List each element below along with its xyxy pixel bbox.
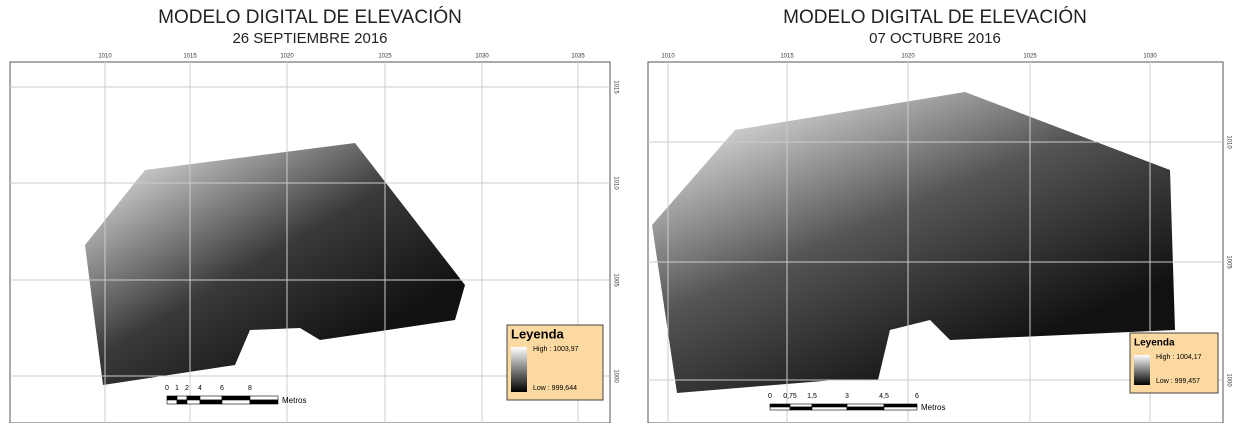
map-subtitle: 26 SEPTIEMBRE 2016 (232, 30, 387, 47)
scale-label: 1 (175, 385, 179, 392)
top-tick-label: 1035 (571, 54, 585, 60)
scale-segment (883, 406, 918, 411)
scale-segment (249, 399, 279, 405)
top-tick-label: 1010 (661, 54, 675, 60)
scale-segment (846, 403, 885, 408)
scale-segment (176, 395, 188, 401)
legend-high: High : 1004,17 (1156, 354, 1202, 361)
dem-raster (85, 143, 465, 385)
scale-segment (166, 399, 178, 405)
scale-segment (176, 399, 188, 405)
top-tick-label: 1015 (183, 54, 197, 60)
scale-label: 1,5 (807, 393, 817, 400)
scale-label: 6 (915, 393, 919, 400)
legend-low: Low : 999,457 (1156, 378, 1200, 385)
legend-ramp (511, 347, 527, 392)
right-tick-label: 1000 (612, 369, 618, 383)
top-tick-label: 1025 (1023, 54, 1037, 60)
scale-label: 8 (248, 385, 252, 392)
right-tick-label: 1010 (1225, 135, 1231, 149)
scale-segment (221, 399, 251, 405)
scale-segment (769, 406, 791, 411)
top-tick-label: 1015 (780, 54, 794, 60)
scale-label: 6 (220, 385, 224, 392)
scale-label: 0 (768, 393, 772, 400)
map-title: MODELO DIGITAL DE ELEVACIÓN (783, 6, 1087, 28)
scale-segment (199, 395, 223, 401)
dem-raster (652, 92, 1175, 393)
scale-segment (883, 403, 918, 408)
right-tick-label: 1005 (1225, 255, 1231, 269)
scale-label: 2 (185, 385, 189, 392)
top-tick-label: 1010 (98, 54, 112, 60)
scale-segment (186, 395, 201, 401)
scale-segment (186, 399, 201, 405)
scale-segment (811, 403, 848, 408)
scale-segment (811, 406, 848, 411)
scale-segment (221, 395, 251, 401)
top-tick-label: 1025 (378, 54, 392, 60)
scale-label: 4 (198, 385, 202, 392)
map-title: MODELO DIGITAL DE ELEVACIÓN (158, 6, 462, 28)
legend-low: Low : 999,644 (533, 385, 577, 392)
right-tick-label: 1005 (612, 273, 618, 287)
top-tick-label: 1020 (901, 54, 915, 60)
scale-segment (249, 395, 279, 401)
top-tick-label: 1030 (475, 54, 489, 60)
legend-ramp (1134, 355, 1150, 385)
map-subtitle: 07 OCTUBRE 2016 (869, 30, 1001, 47)
scale-label: 4,5 (879, 393, 889, 400)
right-tick-label: 1000 (1225, 373, 1231, 387)
right-tick-label: 1015 (612, 80, 618, 94)
scale-unit: Metros (282, 396, 306, 405)
scale-segment (199, 399, 223, 405)
scale-segment (789, 403, 813, 408)
scale-segment (166, 395, 178, 401)
scale-label: 3 (845, 393, 849, 400)
right-tick-label: 1010 (612, 176, 618, 190)
scale-segment (789, 406, 813, 411)
scale-segment (769, 403, 791, 408)
scale-label: 0 (165, 385, 169, 392)
legend-high: High : 1003,97 (533, 346, 579, 353)
scale-segment (846, 406, 885, 411)
top-tick-label: 1020 (280, 54, 294, 60)
legend-title: Leyenda (1134, 338, 1175, 349)
scale-label: 0,75 (783, 393, 797, 400)
legend-title: Leyenda (511, 326, 565, 341)
top-tick-label: 1030 (1143, 54, 1157, 60)
scale-unit: Metros (921, 403, 945, 412)
